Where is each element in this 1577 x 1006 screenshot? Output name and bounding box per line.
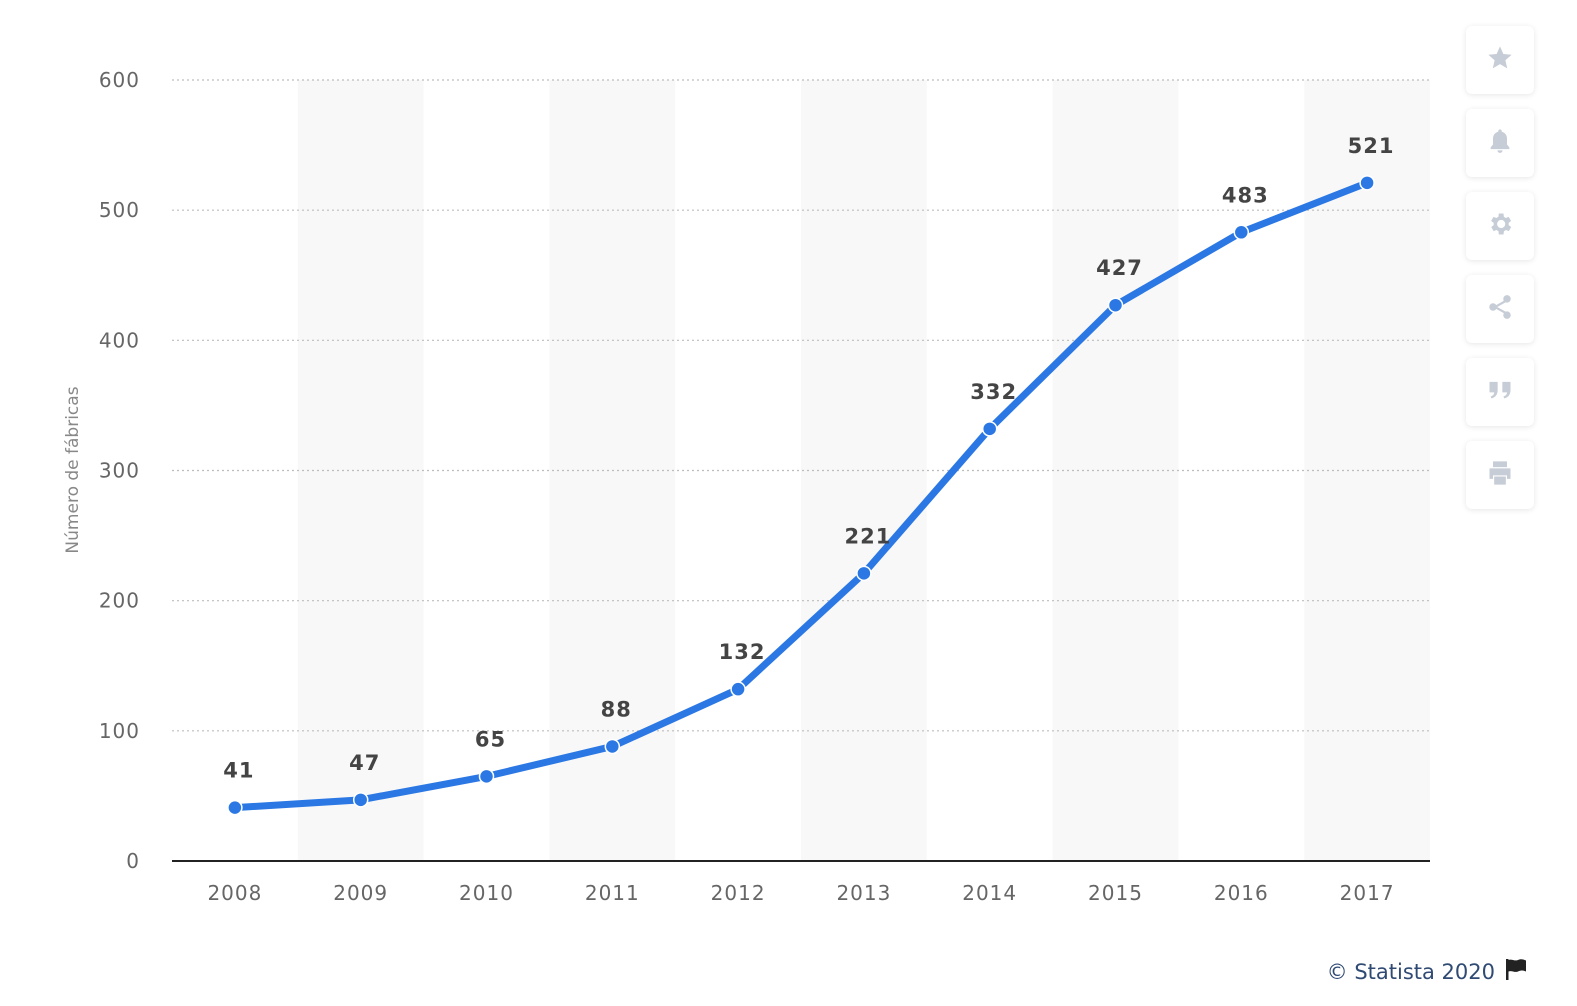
favorite-button[interactable] [1466, 26, 1534, 94]
band-2015 [1052, 80, 1179, 861]
x-tick-label: 2015 [1088, 881, 1143, 905]
y-tick-label: 500 [99, 198, 140, 222]
data-label: 483 [1222, 183, 1269, 207]
cite-button[interactable] [1466, 358, 1534, 426]
flag-icon [1505, 958, 1529, 985]
data-label: 41 [223, 759, 254, 783]
data-point[interactable] [1233, 224, 1250, 241]
x-tick-label: 2016 [1214, 881, 1269, 905]
data-label: 427 [1096, 256, 1143, 280]
data-label: 88 [601, 697, 632, 721]
data-point[interactable] [604, 738, 621, 755]
y-tick-label: 400 [99, 328, 140, 352]
bell-icon [1486, 127, 1514, 159]
gear-icon [1486, 210, 1514, 242]
source-credit[interactable]: © Statista 2020 [1327, 958, 1529, 985]
y-axis-ticks: 0 100 200 300 400 500 600 [99, 68, 140, 873]
x-tick-label: 2012 [711, 881, 766, 905]
x-tick-label: 2014 [962, 881, 1017, 905]
data-label: 47 [349, 751, 380, 775]
band-2009 [297, 80, 424, 861]
line-chart: 0 100 200 300 400 500 600 2008 2009 2010 2011 2012… [63, 68, 1430, 905]
y-tick-label: 300 [99, 459, 140, 483]
settings-button[interactable] [1466, 192, 1534, 260]
data-point[interactable] [227, 799, 243, 816]
x-axis-ticks: 2008 2009 2010 2011 2012 2013 2014 2015 2016 2017 [207, 881, 1395, 905]
print-button[interactable] [1466, 441, 1534, 509]
data-point[interactable] [730, 681, 746, 697]
star-icon [1486, 44, 1514, 76]
x-tick-label: 2017 [1340, 881, 1395, 905]
chart-toolbar [1466, 26, 1534, 524]
series-line [231, 179, 1371, 812]
share-icon [1486, 293, 1514, 325]
credit-text: © Statista 2020 [1326, 959, 1495, 984]
data-points [227, 175, 1375, 816]
data-point[interactable] [478, 768, 495, 785]
share-button[interactable] [1466, 275, 1534, 343]
y-tick-label: 0 [126, 849, 140, 873]
data-label: 521 [1348, 134, 1395, 158]
x-tick-label: 2013 [836, 881, 891, 905]
x-tick-label: 2011 [585, 881, 640, 905]
x-tick-label: 2009 [333, 881, 388, 905]
y-tick-label: 200 [99, 589, 140, 613]
x-tick-label: 2010 [459, 881, 514, 905]
data-label: 132 [719, 640, 766, 664]
data-point[interactable] [352, 792, 369, 808]
data-label: 221 [844, 524, 891, 548]
data-point[interactable] [1107, 297, 1124, 313]
print-icon [1486, 459, 1514, 491]
notification-button[interactable] [1466, 109, 1534, 177]
data-label: 65 [475, 727, 506, 751]
data-labels: 41 47 65 88 132 221 332 427 483 521 [223, 134, 1395, 783]
data-point[interactable] [981, 421, 998, 437]
data-point[interactable] [1359, 175, 1375, 191]
data-label: 332 [970, 380, 1017, 404]
quote-icon [1486, 376, 1514, 408]
x-tick-label: 2008 [207, 881, 262, 905]
y-tick-label: 100 [99, 719, 140, 743]
data-point[interactable] [856, 565, 872, 582]
y-tick-label: 600 [99, 68, 140, 92]
y-axis-label: Número de fábricas [63, 386, 83, 553]
